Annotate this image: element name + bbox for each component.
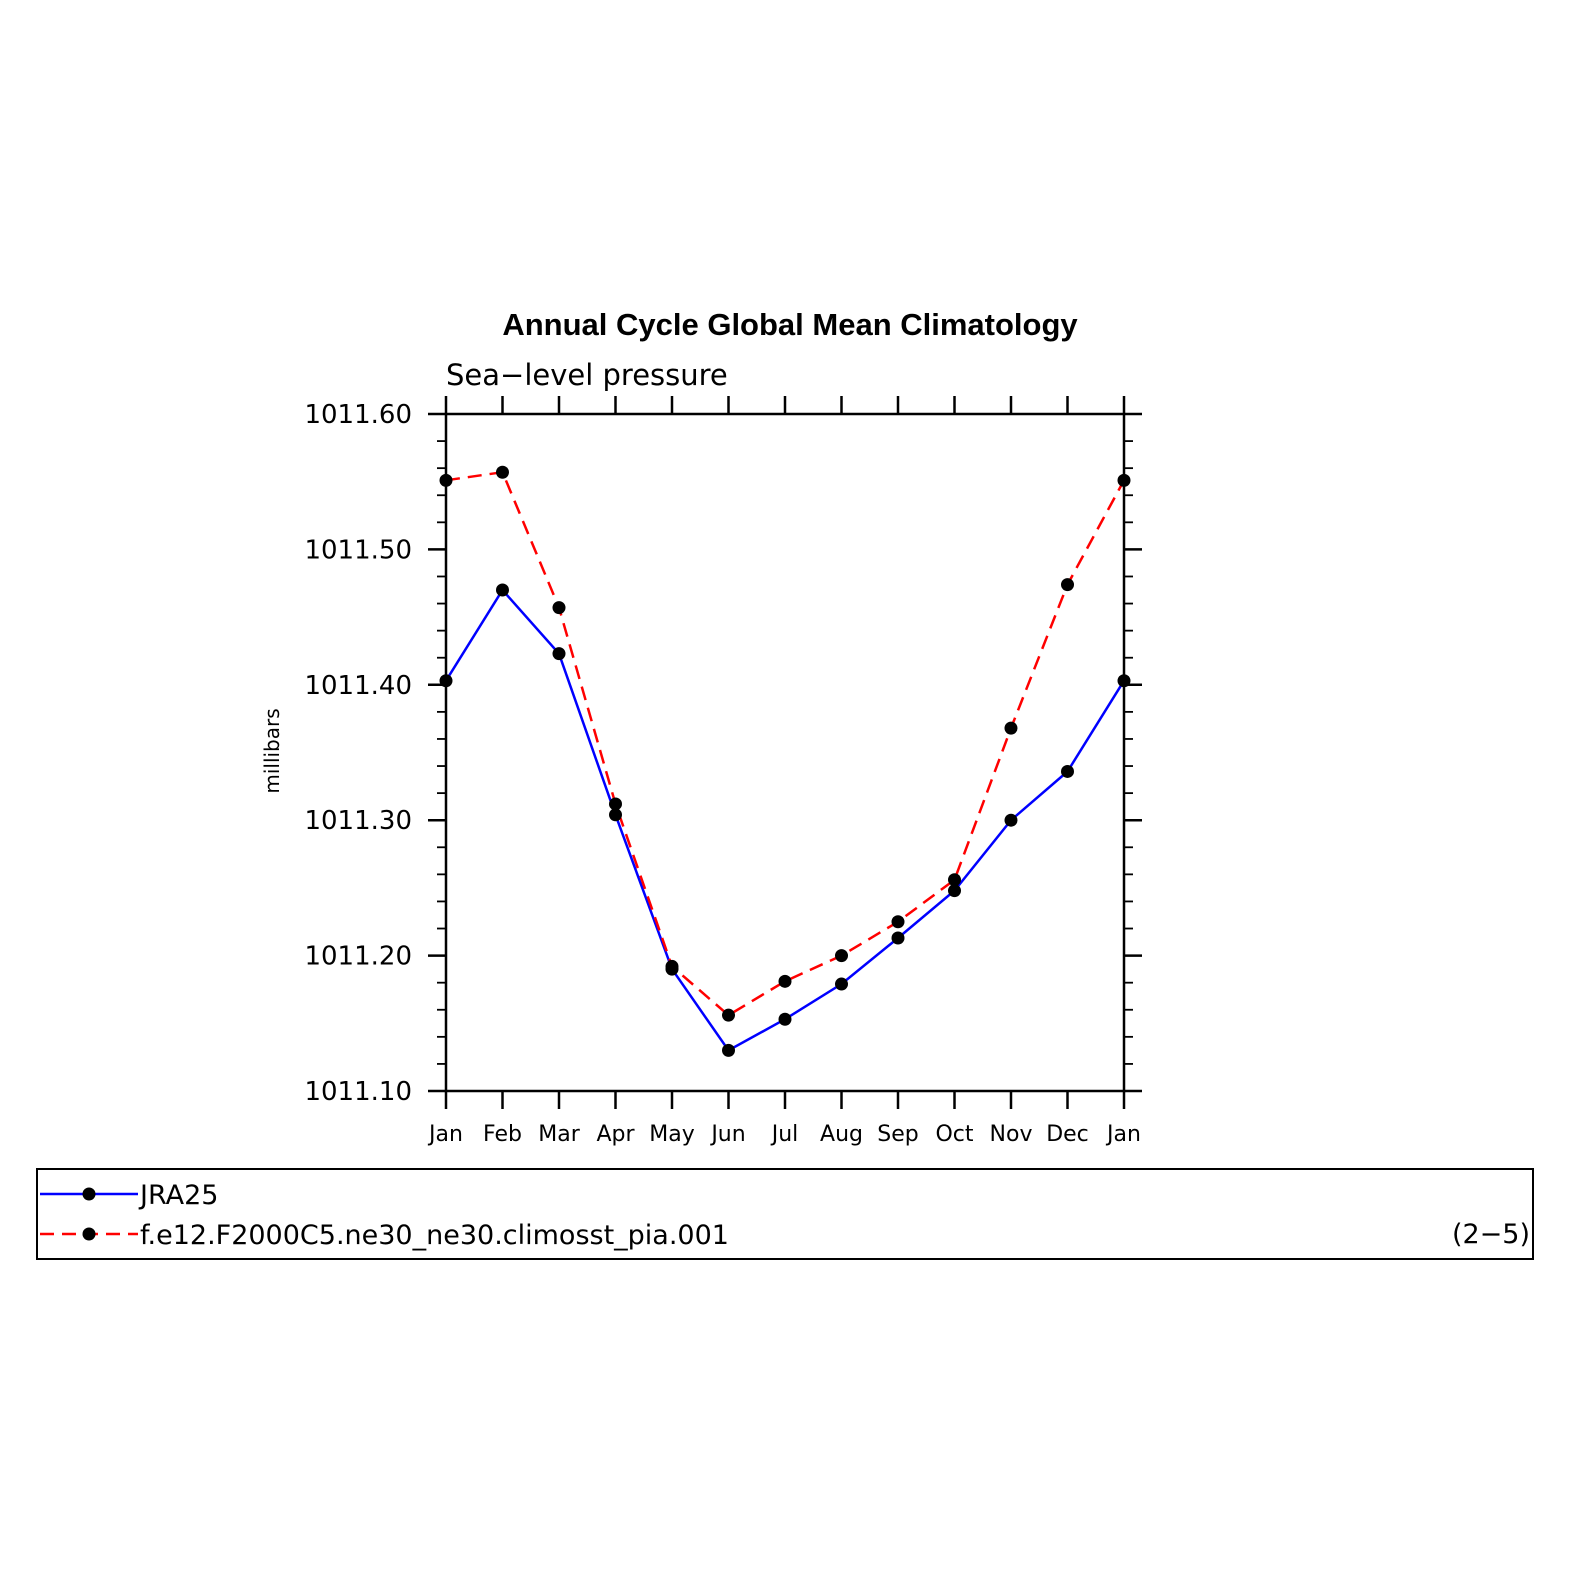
x-tick-label: Feb bbox=[483, 1122, 522, 1147]
x-tick-label: Jan bbox=[427, 1122, 463, 1147]
y-tick-label: 1011.60 bbox=[304, 400, 412, 430]
data-point-series-2 bbox=[665, 959, 679, 973]
x-tick-label: Nov bbox=[990, 1122, 1033, 1147]
data-point-series-2 bbox=[948, 873, 961, 887]
data-point-series-1 bbox=[439, 674, 453, 688]
data-point-series-1 bbox=[835, 977, 848, 991]
data-point-series-2 bbox=[1117, 473, 1131, 487]
legend-items: JRA25 f.e12.F2000C5.ne30_ne30.climosst_pi… bbox=[40, 1180, 729, 1251]
x-tick-label: Apr bbox=[596, 1122, 635, 1147]
data-point-series-1 bbox=[1117, 674, 1131, 688]
x-tick-label: Sep bbox=[877, 1122, 918, 1147]
data-point-series-2 bbox=[835, 949, 848, 963]
data-point-series-2 bbox=[778, 974, 792, 988]
x-tick-label: Mar bbox=[538, 1122, 580, 1147]
data-point-series-1 bbox=[891, 931, 905, 945]
data-point-series-2 bbox=[439, 473, 453, 487]
data-point-series-2 bbox=[552, 601, 566, 615]
legend-box bbox=[36, 1168, 1534, 1260]
data-point-series-1 bbox=[778, 1012, 792, 1026]
data-point-series-2 bbox=[722, 1008, 735, 1022]
data-point-series-1 bbox=[948, 884, 961, 898]
x-tick-label: Oct bbox=[935, 1122, 973, 1147]
data-point-series-1 bbox=[722, 1043, 735, 1057]
x-tick-label: Jul bbox=[770, 1122, 799, 1147]
legend: JRA25 f.e12.F2000C5.ne30_ne30.climosst_pi… bbox=[36, 1168, 1534, 1260]
x-tick-label: Jan bbox=[1105, 1122, 1141, 1147]
chart-subtitle: Sea−level pressure bbox=[446, 358, 728, 392]
y-tick-label: 1011.20 bbox=[304, 942, 412, 972]
data-point-series-2 bbox=[609, 797, 622, 811]
y-tick-label: 1011.50 bbox=[304, 535, 412, 565]
chart-title: Annual Cycle Global Mean Climatology bbox=[502, 307, 1078, 342]
x-tick-labels: Jan Feb Mar Apr May Jun Jul Aug Sep Oct Nov Dec Jan bbox=[427, 1122, 1141, 1147]
series-line-2 bbox=[445, 470, 1126, 1017]
y-tick-label: 1011.40 bbox=[304, 671, 412, 701]
data-point-series-1 bbox=[609, 808, 622, 822]
y-tick-label: 1011.10 bbox=[304, 1077, 412, 1107]
data-point-series-1 bbox=[1004, 813, 1018, 827]
x-tick-label: Jun bbox=[709, 1122, 745, 1147]
series-points bbox=[439, 465, 1131, 1057]
data-point-series-2 bbox=[1004, 721, 1018, 735]
legend-marker-2 bbox=[82, 1227, 96, 1241]
x-tick-label: Dec bbox=[1046, 1122, 1089, 1147]
panel-label: (2−5) bbox=[1452, 1219, 1530, 1250]
y-tick-label: 1011.30 bbox=[304, 806, 412, 836]
y-axis-label: millibars bbox=[260, 708, 284, 793]
data-point-series-2 bbox=[496, 465, 509, 479]
x-tick-label: May bbox=[649, 1122, 694, 1147]
legend-label-2: f.e12.F2000C5.ne30_ne30.climosst_pia.001 bbox=[140, 1220, 729, 1251]
data-point-series-1 bbox=[496, 583, 509, 597]
legend-label-1: JRA25 bbox=[138, 1180, 218, 1211]
y-tick-labels: 1011.10 1011.20 1011.30 1011.40 1011.50 1011.… bbox=[304, 400, 412, 1107]
axis-ticks bbox=[428, 396, 1142, 1109]
data-point-series-1 bbox=[552, 647, 566, 661]
x-tick-label: Aug bbox=[820, 1122, 863, 1147]
data-point-series-2 bbox=[1061, 578, 1074, 592]
legend-marker-1 bbox=[82, 1187, 96, 1201]
data-point-series-1 bbox=[1061, 764, 1074, 778]
plot-frame bbox=[444, 412, 1126, 1093]
series-lines bbox=[444, 470, 1126, 1053]
data-point-series-2 bbox=[891, 915, 905, 929]
